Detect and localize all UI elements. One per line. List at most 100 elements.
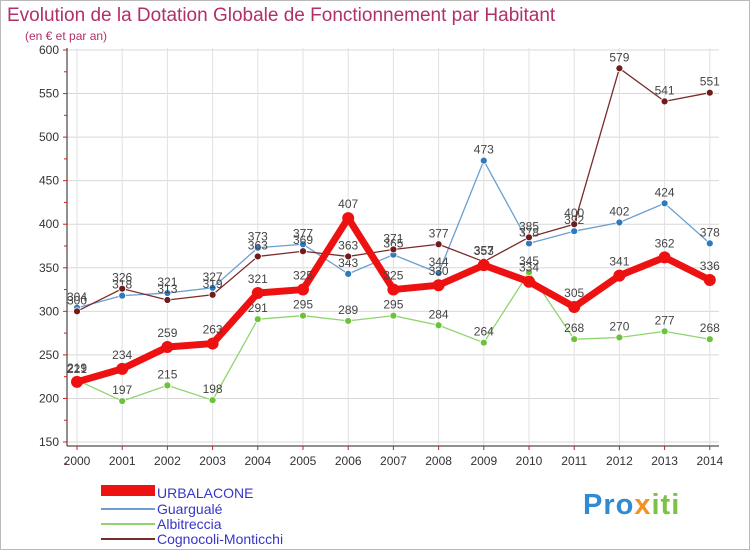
data-label: 295: [383, 298, 403, 312]
data-point: [208, 290, 217, 299]
data-label: 362: [655, 236, 675, 250]
data-label: 345: [519, 254, 539, 268]
data-label: 215: [157, 367, 177, 381]
data-label: 400: [564, 206, 584, 220]
data-label: 371: [383, 231, 403, 245]
series-urbalacone: 219 234 259 263 321 325 407 325 330 353 334 305 341 3…: [67, 197, 720, 388]
data-label: 363: [248, 238, 268, 252]
data-point: [71, 375, 83, 388]
data-label: 284: [429, 307, 449, 321]
data-point: [660, 327, 669, 336]
data-label: 270: [609, 319, 629, 333]
data-label: 579: [609, 50, 629, 64]
y-tick-label: 200: [39, 391, 59, 405]
data-label: 197: [112, 383, 132, 397]
x-tick-label: 2014: [696, 454, 723, 468]
data-label: 268: [700, 321, 720, 335]
data-point: [615, 64, 624, 73]
data-label: 325: [383, 269, 403, 283]
data-label: 326: [112, 271, 132, 285]
y-tick-label: 600: [39, 43, 59, 57]
x-tick-label: 2001: [109, 454, 136, 468]
data-label: 318: [112, 278, 132, 292]
data-label: 304: [67, 290, 87, 304]
data-point: [163, 296, 172, 304]
legend-label: Guargualé: [157, 501, 223, 517]
legend-label: URBALACONE: [157, 485, 253, 501]
data-label: 321: [157, 275, 177, 289]
data-label: 313: [157, 282, 177, 296]
data-label: 289: [338, 303, 358, 317]
data-label: 377: [429, 226, 449, 240]
data-label: 365: [383, 237, 403, 251]
data-label: 264: [474, 325, 494, 339]
data-label: 319: [203, 277, 223, 291]
data-point: [660, 199, 669, 208]
data-label: 357: [474, 244, 494, 258]
series-cognocoli-monticchi: 300 326 313 319 363 369 363 371 377 357 385 400 579 5…: [67, 50, 720, 316]
data-point: [161, 341, 174, 354]
data-point: [342, 212, 355, 225]
data-label: 259: [157, 326, 177, 340]
data-label: 344: [429, 255, 449, 269]
data-label: 541: [655, 83, 675, 97]
x-tick-label: 2010: [516, 454, 543, 468]
data-point: [208, 396, 217, 405]
data-point: [299, 311, 307, 320]
data-point: [116, 362, 129, 375]
data-point: [613, 269, 626, 282]
y-tick-label: 500: [39, 130, 59, 144]
proxiti-logo: Proxiti: [583, 489, 681, 521]
data-point: [523, 275, 535, 288]
x-tick-label: 2012: [606, 454, 633, 468]
data-point: [389, 311, 398, 320]
data-label: 353: [474, 244, 494, 258]
x-tick-label: 2013: [651, 454, 678, 468]
data-point: [253, 252, 262, 261]
data-point: [525, 268, 533, 277]
y-tick-label: 450: [39, 174, 59, 188]
x-tick-label: 2007: [380, 454, 407, 468]
data-label: 321: [248, 272, 268, 286]
data-label: 295: [293, 298, 313, 312]
data-point: [570, 227, 579, 236]
series-albitreccia: 221 197 215 198 291 295 289 295 284 264 345 268 270 2…: [67, 254, 720, 405]
legend: URBALACONEGuargualéAlbitrecciaCognocoli-…: [101, 485, 283, 547]
data-point: [344, 317, 353, 325]
x-tick-label: 2006: [335, 454, 362, 468]
chart-subtitle: (en € et par an): [25, 29, 108, 43]
data-point: [568, 300, 581, 313]
data-point: [206, 337, 219, 350]
data-point: [163, 381, 172, 390]
data-point: [525, 233, 533, 242]
data-point: [705, 239, 714, 248]
data-point: [479, 338, 488, 347]
x-tick-label: 2002: [154, 454, 181, 468]
data-label: 305: [564, 286, 584, 300]
x-tick-label: 2000: [64, 454, 91, 468]
data-point: [344, 252, 353, 261]
data-point: [434, 321, 443, 330]
data-point: [73, 307, 81, 316]
data-label: 385: [519, 219, 539, 233]
data-label: 325: [293, 269, 313, 283]
data-point: [660, 97, 669, 106]
data-point: [705, 88, 714, 97]
x-tick-label: 2004: [244, 454, 271, 468]
grid-lines: [67, 48, 719, 446]
data-label: 263: [203, 323, 223, 337]
data-label: 336: [700, 259, 720, 273]
data-label: 343: [338, 256, 358, 270]
legend-item: URBALACONE: [101, 485, 253, 501]
data-label: 334: [519, 261, 539, 275]
x-tick-label: 2009: [470, 454, 497, 468]
data-label: 234: [112, 348, 132, 362]
data-point: [118, 397, 127, 405]
data-label: 392: [564, 213, 584, 227]
data-label: 277: [655, 313, 675, 327]
data-point: [479, 156, 488, 165]
data-point: [118, 284, 127, 293]
data-point: [297, 283, 309, 296]
data-point: [434, 240, 443, 249]
data-label: 369: [293, 233, 313, 247]
